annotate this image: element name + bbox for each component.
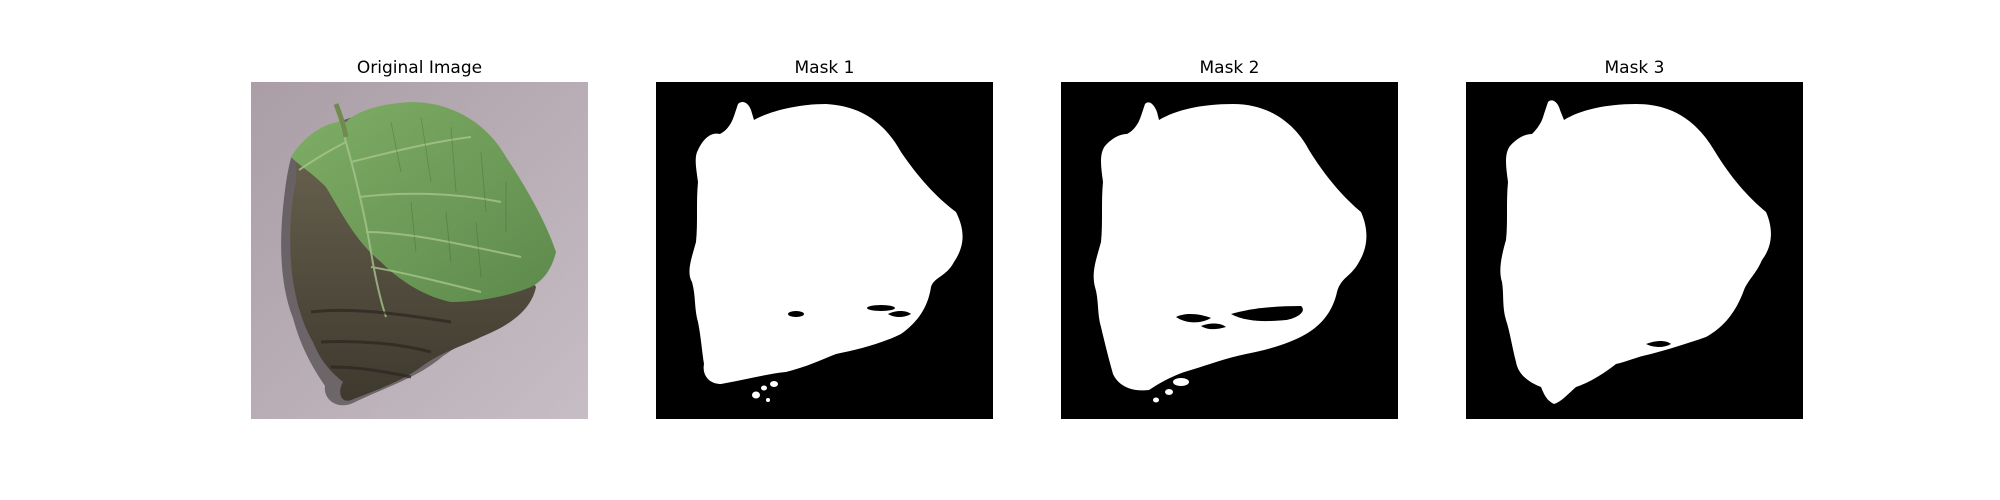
- panel-mask-1: Mask 1: [656, 56, 993, 419]
- mask-specks: [1153, 378, 1189, 403]
- panel-mask-3: Mask 3: [1466, 56, 1803, 419]
- leaf-folds: [310, 308, 452, 379]
- panel-title-mask-1: Mask 1: [794, 58, 855, 78]
- mask-holes: [788, 305, 911, 317]
- panel-title-mask-2: Mask 2: [1199, 58, 1260, 78]
- leaf-stem: [333, 103, 349, 138]
- original-leaf-image: [251, 82, 588, 419]
- mask-foreground: [1093, 102, 1367, 391]
- mask-1-image: [656, 82, 993, 419]
- leaf-veins: [298, 106, 522, 318]
- panel-title-mask-3: Mask 3: [1604, 58, 1665, 78]
- mask-foreground: [1500, 100, 1771, 404]
- mask-holes: [1176, 306, 1303, 330]
- panel-original-image: Original Image: [251, 56, 588, 419]
- panel-mask-2: Mask 2: [1061, 56, 1398, 419]
- mask-3-image: [1466, 82, 1803, 419]
- mask-2-image: [1061, 82, 1398, 419]
- leaf-green-area: [291, 102, 556, 302]
- panel-title-original: Original Image: [356, 58, 483, 78]
- mask-holes: [1624, 341, 1671, 369]
- mask-specks: [752, 381, 778, 402]
